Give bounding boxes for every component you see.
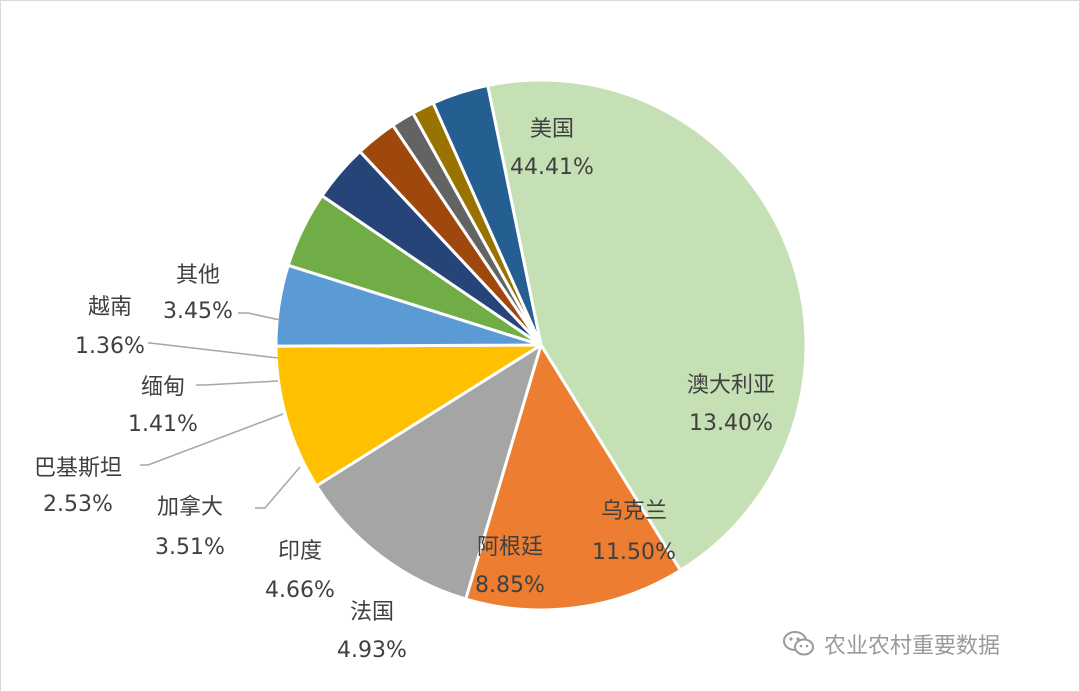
pie-slice-2: [315, 343, 543, 601]
slice-label-0: 美国: [530, 117, 574, 142]
slice-value-0: 44.41%: [510, 155, 594, 180]
slice-value-9: 1.36%: [75, 334, 145, 359]
watermark-text: 农业农村重要数据: [824, 634, 1001, 659]
slice-value-1: 13.40%: [689, 411, 773, 436]
slice-value-7: 2.53%: [43, 492, 113, 517]
slice-label-3: 阿根廷: [477, 535, 543, 560]
leader-line-8: [196, 380, 279, 386]
wechat-icon: [783, 631, 814, 656]
slice-label-6: 加拿大: [157, 494, 223, 520]
slice-label-1: 澳大利亚: [687, 373, 775, 398]
watermark: 农业农村重要数据: [782, 628, 1000, 660]
pie-slice-10: [431, 83, 543, 347]
slice-value-3: 8.85%: [475, 573, 545, 598]
leader-line-6: [255, 466, 301, 509]
slice-label-9: 越南: [88, 295, 132, 320]
slice-label-10: 其他: [176, 263, 220, 288]
slice-value-8: 1.41%: [128, 412, 198, 437]
slice-label-4: 法国: [350, 600, 394, 625]
slice-value-5: 4.66%: [265, 578, 335, 603]
slice-label-5: 印度: [278, 539, 322, 564]
slice-value-4: 4.93%: [337, 638, 407, 663]
pie-slice-0: [486, 78, 808, 572]
leader-line-9: [148, 342, 279, 359]
slice-value-10: 3.45%: [163, 299, 233, 324]
slice-label-7: 巴基斯坦: [34, 456, 122, 481]
slice-label-2: 乌克兰: [601, 499, 667, 524]
slice-value-2: 11.50%: [592, 540, 676, 565]
leader-line-10: [238, 312, 281, 321]
slice-label-8: 缅甸: [141, 375, 185, 400]
leader-line-7: [140, 413, 284, 466]
pie-slice-3: [274, 343, 543, 488]
slice-value-6: 3.51%: [155, 535, 225, 560]
pie-slice-1: [464, 343, 682, 612]
